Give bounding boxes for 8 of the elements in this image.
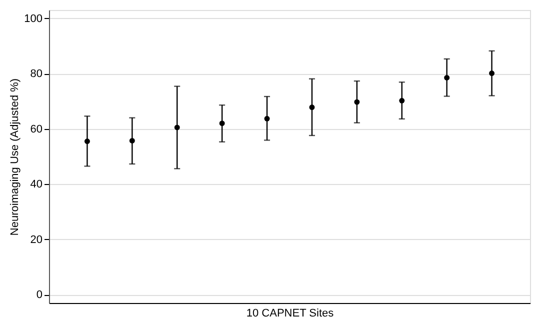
y-tick-label: 40 bbox=[30, 178, 42, 191]
y-axis-title: Neuroimaging Use (Adjusted %) bbox=[9, 78, 22, 236]
y-tick-label: 20 bbox=[30, 234, 42, 246]
x-axis-title: 10 CAPNET Sites bbox=[246, 308, 334, 320]
y-tick-label: 100 bbox=[24, 12, 42, 25]
y-tick-label: 0 bbox=[36, 289, 42, 302]
y-tick-label: 60 bbox=[30, 123, 42, 136]
y-tick-label: 80 bbox=[30, 68, 42, 80]
